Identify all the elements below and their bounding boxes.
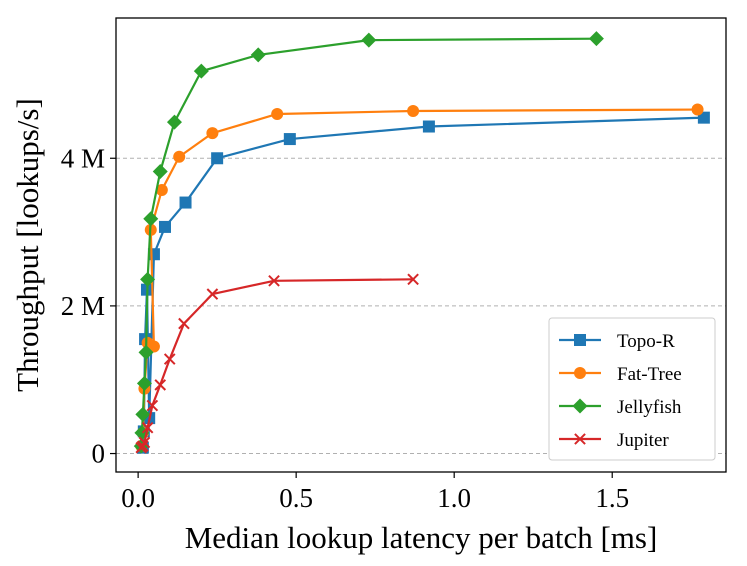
- x-marker-stroke: [178, 317, 190, 330]
- data-point-jupiter: [178, 317, 190, 330]
- x-tick-label: 0.0: [121, 483, 155, 513]
- legend-label-jupiter: Jupiter: [617, 430, 669, 451]
- data-point-jupiter: [268, 274, 280, 287]
- data-point-jellyfish: [143, 211, 159, 227]
- x-marker-stroke: [206, 288, 219, 300]
- data-point-jupiter: [138, 436, 151, 449]
- series-line-jellyfish: [140, 37, 597, 447]
- data-point-fat-tree: [206, 127, 219, 140]
- data-point-jellyfish: [135, 406, 151, 422]
- data-point-fat-tree: [407, 105, 420, 118]
- legend-marker-jupiter: [574, 433, 586, 445]
- data-point-jupiter: [206, 288, 219, 300]
- x-axis-label: Median lookup latency per batch [ms]: [185, 520, 658, 555]
- data-point-fat-tree: [691, 103, 704, 116]
- x-tick-label: 1.0: [437, 483, 471, 513]
- x-marker-stroke: [163, 353, 176, 365]
- x-marker-stroke: [154, 379, 167, 391]
- x-marker-stroke: [141, 421, 154, 434]
- legend-marker-topo-r: [574, 334, 586, 346]
- x-marker-stroke: [137, 440, 149, 452]
- data-point-jellyfish: [138, 344, 154, 360]
- data-point-jupiter: [407, 273, 419, 286]
- x-tick-label: 0.5: [279, 483, 313, 513]
- data-point-fat-tree: [147, 340, 160, 353]
- legend-item-jupiter: Jupiter: [559, 430, 669, 451]
- data-point-jellyfish: [361, 32, 377, 48]
- data-point-jupiter: [141, 421, 154, 434]
- data-point-jupiter: [146, 399, 159, 412]
- data-point-jellyfish: [250, 47, 266, 63]
- data-point-fat-tree: [271, 107, 284, 120]
- series-jupiter: [135, 273, 419, 454]
- legend-item-fat-tree: Fat-Tree: [559, 364, 682, 385]
- data-point-topo-r: [283, 133, 296, 146]
- legend-marker-fat-tree: [574, 367, 586, 379]
- x-marker-stroke: [146, 399, 159, 412]
- legend-label-topo-r: Topo-R: [617, 331, 675, 352]
- data-point-jupiter: [137, 440, 149, 452]
- legend-box: [548, 317, 716, 461]
- x-marker-stroke: [407, 273, 419, 286]
- data-point-topo-r: [158, 220, 171, 233]
- y-axis-label: Throughput [lookups/s]: [10, 98, 45, 392]
- data-point-fat-tree: [173, 150, 186, 163]
- plot-frame: [115, 17, 727, 473]
- data-point-jupiter: [154, 379, 167, 391]
- data-point-jupiter: [163, 353, 176, 365]
- y-tick-label: 0: [92, 439, 106, 469]
- data-point-topo-r: [422, 120, 435, 133]
- legend-label-jellyfish: Jellyfish: [617, 397, 682, 418]
- series-jellyfish: [133, 31, 604, 454]
- data-point-jellyfish: [166, 114, 182, 130]
- legend: Topo-R Fat-Tree Jellyfish Jupiter: [548, 317, 716, 461]
- data-point-jellyfish: [588, 31, 604, 47]
- legend-item-jellyfish: Jellyfish: [559, 397, 682, 418]
- series-line-jupiter: [140, 278, 414, 449]
- y-tick-label: 2 M: [61, 291, 105, 321]
- data-point-jellyfish: [152, 164, 168, 180]
- ticks-layer: 0 2 M 4 M 0.0 0.5 1.0 1.5: [61, 143, 629, 513]
- data-point-jellyfish: [193, 63, 209, 79]
- legend-label-fat-tree: Fat-Tree: [617, 364, 682, 385]
- legend-marker-jellyfish: [572, 398, 588, 414]
- data-point-jellyfish: [136, 375, 152, 391]
- x-tick-label: 1.5: [595, 483, 629, 513]
- series-layer: [133, 31, 710, 454]
- x-marker-stroke: [138, 436, 151, 449]
- data-point-fat-tree: [155, 184, 168, 197]
- data-point-topo-r: [697, 111, 710, 124]
- legend-item-topo-r: Topo-R: [559, 331, 675, 352]
- data-point-jellyfish: [140, 271, 156, 287]
- data-point-topo-r: [211, 152, 224, 165]
- x-marker-stroke: [574, 433, 586, 445]
- data-point-topo-r: [179, 196, 192, 209]
- x-marker-stroke: [268, 274, 280, 287]
- y-tick-label: 4 M: [61, 143, 105, 173]
